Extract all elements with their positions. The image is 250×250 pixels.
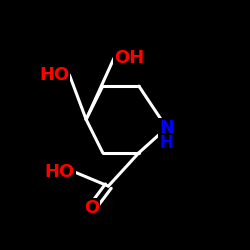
Text: N: N	[159, 119, 174, 137]
Text: HO: HO	[39, 66, 70, 84]
Text: OH: OH	[114, 49, 144, 67]
Text: HO: HO	[45, 163, 75, 181]
Text: H: H	[160, 134, 173, 152]
Text: O: O	[84, 199, 99, 217]
